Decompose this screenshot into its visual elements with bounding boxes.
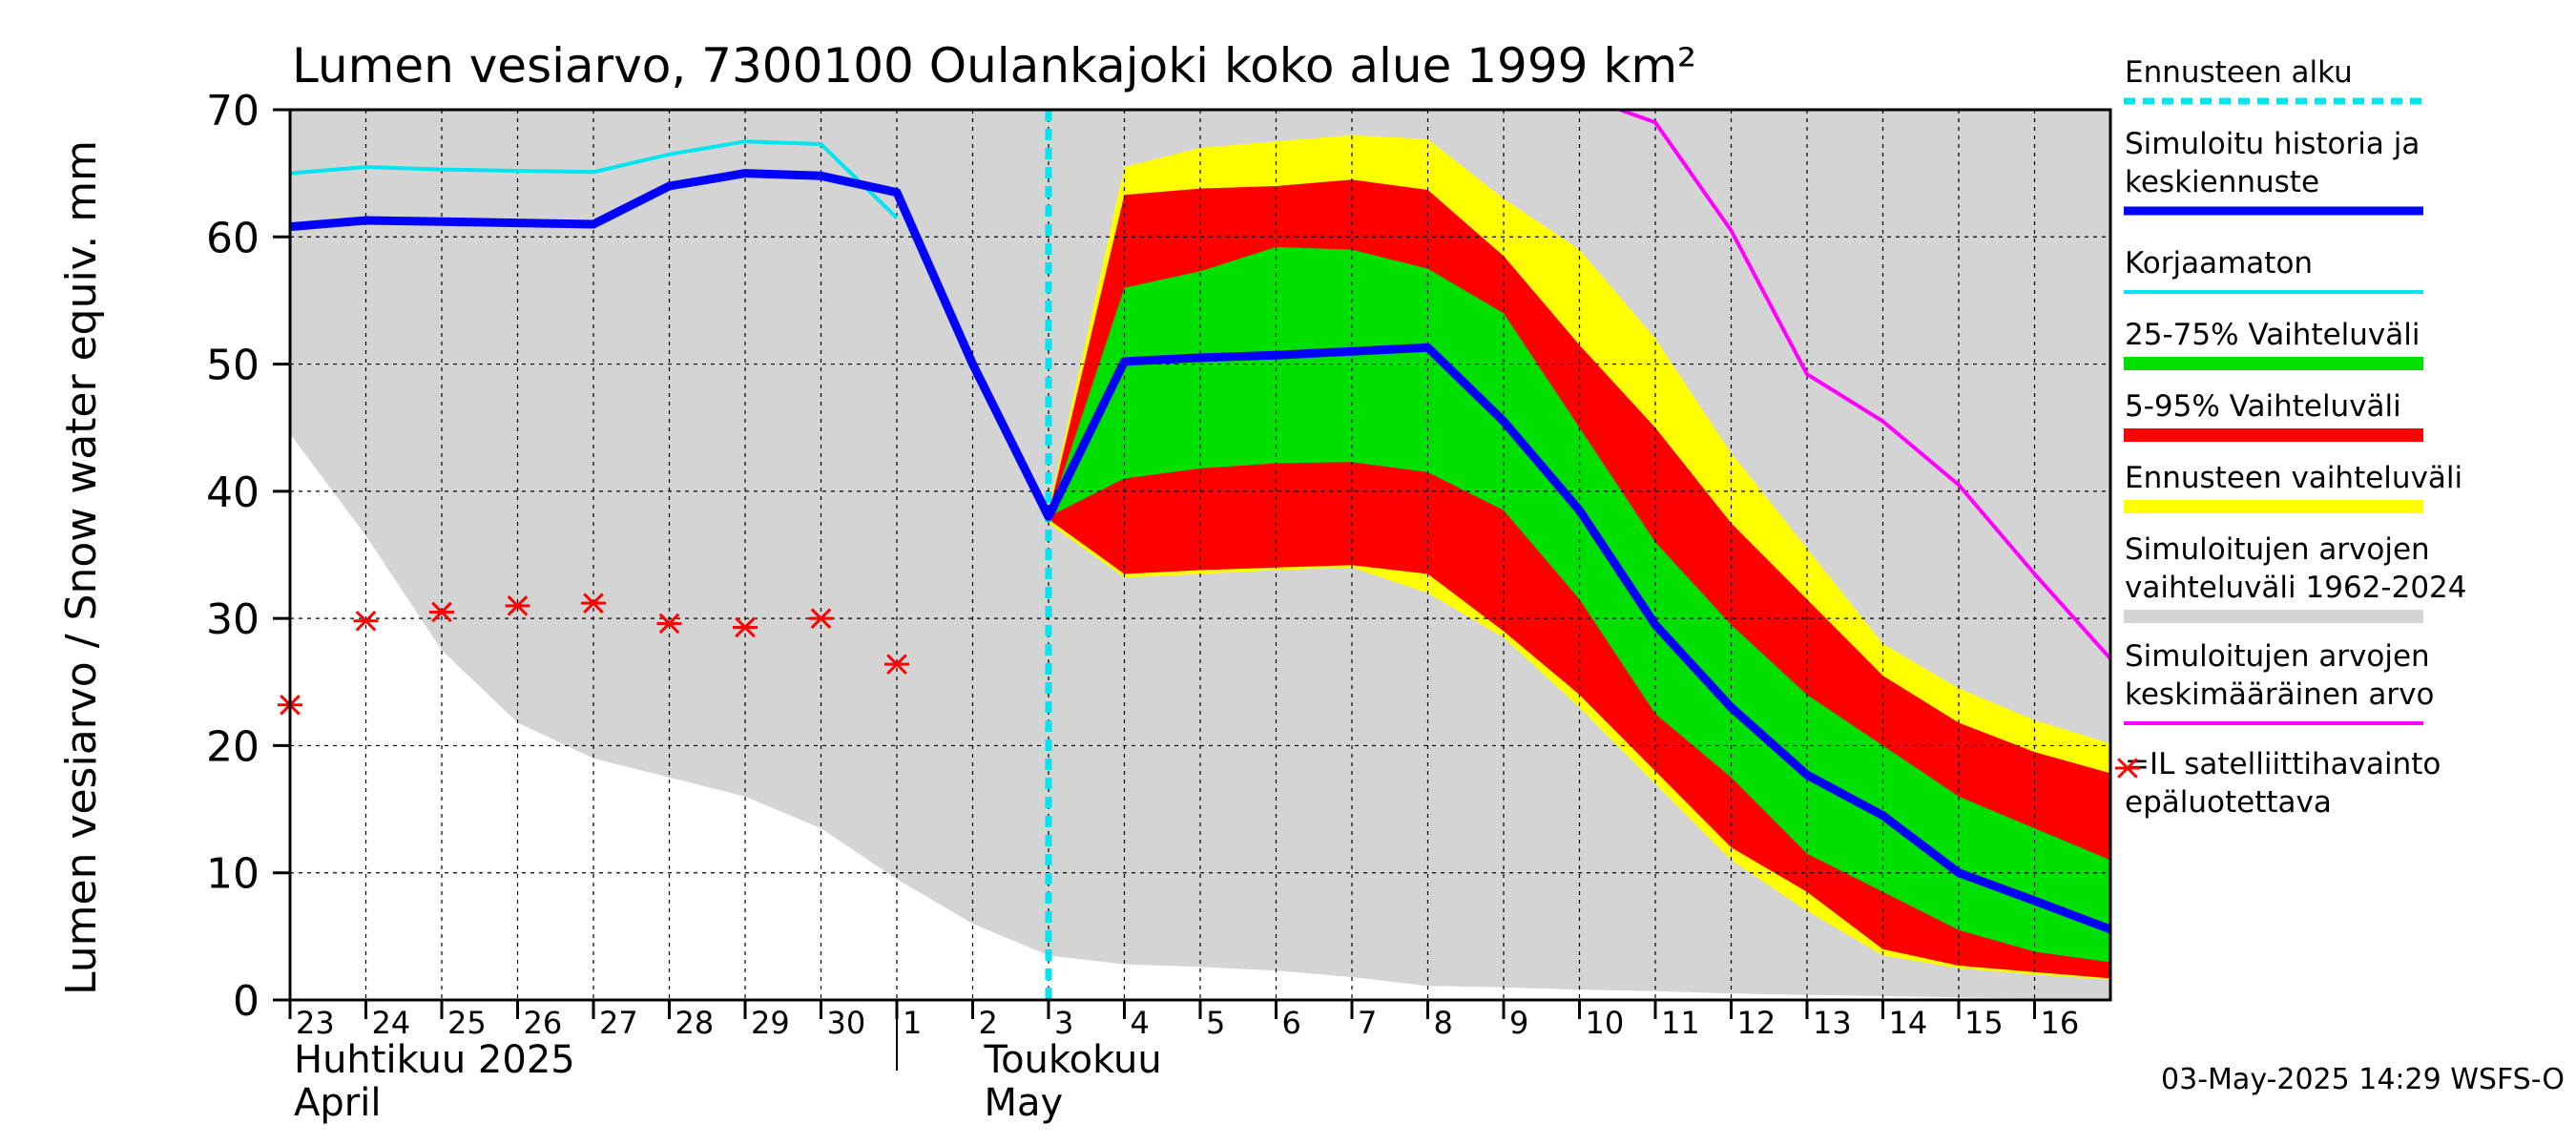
- legend-marker-8: [2115, 758, 2140, 779]
- legend-text-3-0: 25-75% Vaihteluväli: [2125, 318, 2420, 352]
- x-tick-label-4: 27: [599, 1005, 638, 1041]
- legend-text-5-0: Ennusteen vaihteluväli: [2125, 461, 2462, 495]
- legend-item-2: Korjaamaton: [2124, 246, 2423, 294]
- x-tick-label-8: 1: [903, 1005, 922, 1041]
- series-line-2: [290, 169, 2110, 934]
- band-3: [1049, 246, 2110, 963]
- y-tick-label-1: 10: [206, 850, 260, 899]
- marker-point-1: [353, 610, 379, 632]
- x-tick-label-19: 12: [1737, 1005, 1776, 1041]
- legend-text-1-0: Simuloitu historia ja: [2125, 127, 2420, 161]
- legend-item-5: Ennusteen vaihteluväli: [2124, 461, 2462, 513]
- legend-text-6-0: Simuloitujen arvojen: [2125, 532, 2430, 567]
- legend-text-7-0: Simuloitujen arvojen: [2125, 639, 2430, 674]
- chart-title: Lumen vesiarvo, 7300100 Oulankajoki koko…: [292, 38, 1696, 94]
- month-label-1: Toukokuu: [983, 1038, 1161, 1082]
- x-tick-label-12: 5: [1206, 1005, 1225, 1041]
- y-tick-label-2: 20: [206, 722, 260, 771]
- legend-item-8: =IL satelliittihavainto epäluotettava: [2115, 747, 2441, 820]
- marker-layer: [278, 593, 909, 716]
- legend-text-6-1: vaihteluväli 1962-2024: [2125, 571, 2466, 605]
- y-tick-label-5: 50: [206, 342, 260, 390]
- legend-text-1-1: keskiennuste: [2125, 165, 2319, 199]
- legend-text-2-0: Korjaamaton: [2125, 246, 2313, 281]
- legend-item-6: Simuloitujen arvojen vaihteluväli 1962-20…: [2124, 532, 2466, 623]
- series-line-1: [290, 139, 899, 219]
- y-tick-label-7: 70: [206, 87, 260, 135]
- x-tick-label-17: 10: [1586, 1005, 1625, 1041]
- legend-item-0: Ennusteen alku: [2124, 55, 2423, 105]
- x-tick-label-23: 16: [2041, 1005, 2080, 1041]
- x-tick-label-13: 6: [1282, 1005, 1301, 1041]
- x-tick-label-16: 9: [1509, 1005, 1528, 1041]
- x-tick-label-11: 4: [1131, 1005, 1150, 1041]
- x-tick-label-15: 8: [1434, 1005, 1453, 1041]
- month-label-en-1: May: [984, 1081, 1063, 1125]
- x-tick-label-9: 2: [979, 1005, 998, 1041]
- y-tick-label-6: 60: [206, 214, 260, 262]
- month-label-0: Huhtikuu 2025: [294, 1038, 575, 1082]
- legend-text-8-0: =IL satelliittihavainto: [2125, 747, 2441, 781]
- legend-text-0-0: Ennusteen alku: [2125, 55, 2353, 90]
- series-layer: [290, 110, 2110, 1000]
- x-tick-label-0: 23: [296, 1005, 335, 1041]
- marker-point-7: [808, 608, 834, 629]
- marker-point-5: [656, 613, 682, 635]
- x-tick-label-2: 25: [447, 1005, 487, 1041]
- marker-point-2: [429, 601, 454, 623]
- y-axis-label: Lumen vesiarvo / Snow water equiv. mm: [57, 140, 106, 995]
- legend-text-4-0: 5-95% Vaihteluväli: [2125, 389, 2401, 424]
- x-tick-label-3: 26: [524, 1005, 563, 1041]
- legend: Ennusteen alku Simuloitu historia ja keski…: [2115, 55, 2466, 820]
- series-line-0: [1614, 110, 2110, 662]
- marker-point-6: [733, 616, 758, 638]
- x-tick-label-7: 30: [827, 1005, 866, 1041]
- x-tick-label-10: 3: [1054, 1005, 1073, 1041]
- legend-item-4: 5-95% Vaihteluväli: [2124, 389, 2423, 442]
- legend-item-1: Simuloitu historia ja keskiennuste: [2124, 127, 2423, 216]
- timestamp: 03-May-2025 14:29 WSFS-O: [2161, 1063, 2565, 1096]
- x-tick-label-18: 11: [1661, 1005, 1700, 1041]
- x-tick-label-20: 13: [1813, 1005, 1852, 1041]
- x-tick-label-14: 7: [1358, 1005, 1377, 1041]
- legend-text-8-1: epäluotettava: [2125, 785, 2332, 820]
- legend-item-3: 25-75% Vaihteluväli: [2124, 318, 2423, 370]
- marker-point-4: [581, 593, 606, 614]
- y-tick-label-0: 0: [233, 977, 260, 1026]
- marker-point-8: [884, 654, 909, 675]
- x-tick-label-1: 24: [372, 1005, 411, 1041]
- x-tick-label-5: 28: [675, 1005, 715, 1041]
- x-tick-label-21: 14: [1889, 1005, 1928, 1041]
- y-tick-label-4: 40: [206, 468, 260, 517]
- x-tick-label-22: 15: [1964, 1005, 2004, 1041]
- band-layer: [290, 110, 2110, 999]
- y-tick-label-3: 30: [206, 595, 260, 644]
- marker-point-3: [505, 595, 530, 616]
- x-tick-label-6: 29: [751, 1005, 790, 1041]
- month-label-en-0: April: [294, 1081, 381, 1125]
- grid-layer: [290, 110, 2110, 1000]
- legend-text-7-1: keskimääräinen arvo: [2125, 677, 2434, 712]
